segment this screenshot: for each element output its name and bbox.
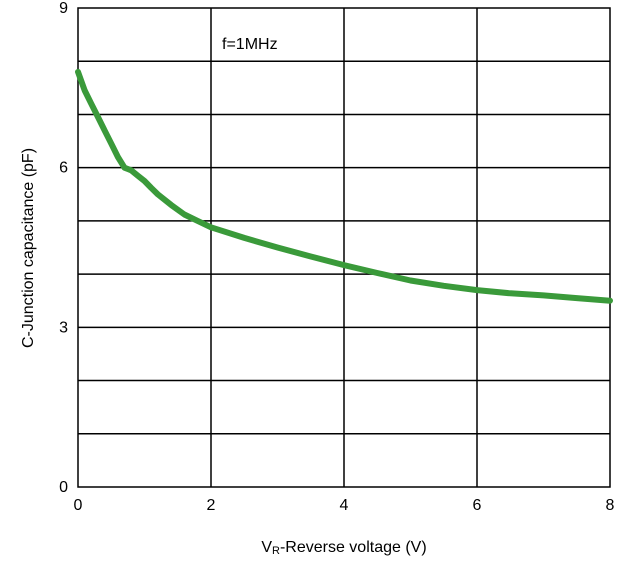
x-tick-label: 8 <box>606 497 615 514</box>
x-tick-labels: 0 2 4 6 8 <box>74 497 615 514</box>
x-axis-label-subscript: R <box>272 545 280 557</box>
annotation-background <box>212 28 336 58</box>
series-line <box>75 68 613 304</box>
y-tick-label: 3 <box>59 319 68 336</box>
plot-frame <box>77 7 611 488</box>
x-tick-label: 6 <box>473 497 482 514</box>
grid-lines <box>78 8 610 487</box>
x-axis-label-main: V <box>261 539 272 556</box>
x-axis-label: VR-Reverse voltage (V) <box>261 539 426 557</box>
series-group <box>75 68 613 304</box>
y-tick-label: 6 <box>59 160 68 177</box>
y-axis-label: C-Junction capacitance (pF) <box>20 148 37 348</box>
y-tick-labels: 0 3 6 9 <box>59 0 68 496</box>
frequency-annotation: f=1MHz <box>222 36 278 53</box>
x-tick-label: 2 <box>207 497 216 514</box>
x-tick-label: 4 <box>340 497 349 514</box>
y-tick-label: 0 <box>59 479 68 496</box>
x-tick-label: 0 <box>74 497 83 514</box>
x-axis-label-rest: -Reverse voltage (V) <box>280 539 427 556</box>
y-tick-label: 9 <box>59 0 68 17</box>
